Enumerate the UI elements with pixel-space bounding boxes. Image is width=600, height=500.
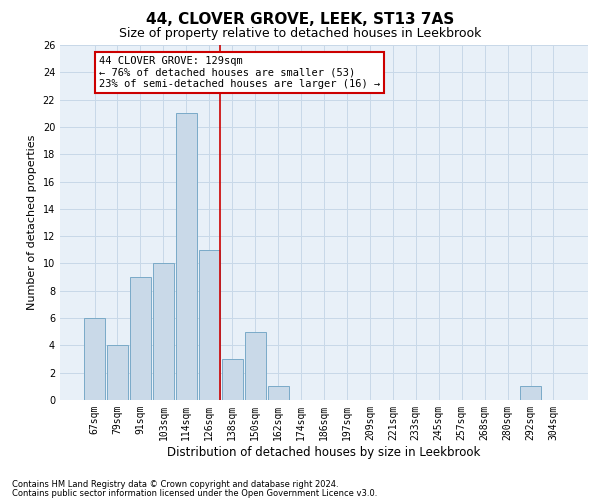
- Bar: [84, 318, 105, 400]
- Bar: [245, 332, 266, 400]
- Text: Size of property relative to detached houses in Leekbrook: Size of property relative to detached ho…: [119, 28, 481, 40]
- X-axis label: Distribution of detached houses by size in Leekbrook: Distribution of detached houses by size …: [167, 446, 481, 458]
- Bar: [130, 277, 151, 400]
- Bar: [221, 359, 243, 400]
- Bar: [153, 264, 174, 400]
- Bar: [176, 114, 197, 400]
- Text: Contains public sector information licensed under the Open Government Licence v3: Contains public sector information licen…: [12, 488, 377, 498]
- Bar: [199, 250, 220, 400]
- Text: Contains HM Land Registry data © Crown copyright and database right 2024.: Contains HM Land Registry data © Crown c…: [12, 480, 338, 489]
- Text: 44 CLOVER GROVE: 129sqm
← 76% of detached houses are smaller (53)
23% of semi-de: 44 CLOVER GROVE: 129sqm ← 76% of detache…: [98, 56, 380, 89]
- Text: 44, CLOVER GROVE, LEEK, ST13 7AS: 44, CLOVER GROVE, LEEK, ST13 7AS: [146, 12, 454, 28]
- Bar: [107, 346, 128, 400]
- Bar: [268, 386, 289, 400]
- Bar: [520, 386, 541, 400]
- Y-axis label: Number of detached properties: Number of detached properties: [27, 135, 37, 310]
